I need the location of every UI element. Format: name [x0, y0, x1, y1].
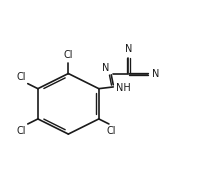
Text: N: N — [101, 63, 109, 73]
Text: Cl: Cl — [63, 50, 73, 60]
Text: N: N — [151, 69, 159, 79]
Text: Cl: Cl — [106, 126, 115, 136]
Text: Cl: Cl — [16, 126, 26, 136]
Text: NH: NH — [115, 83, 130, 93]
Text: Cl: Cl — [16, 72, 26, 82]
Text: N: N — [124, 44, 131, 54]
